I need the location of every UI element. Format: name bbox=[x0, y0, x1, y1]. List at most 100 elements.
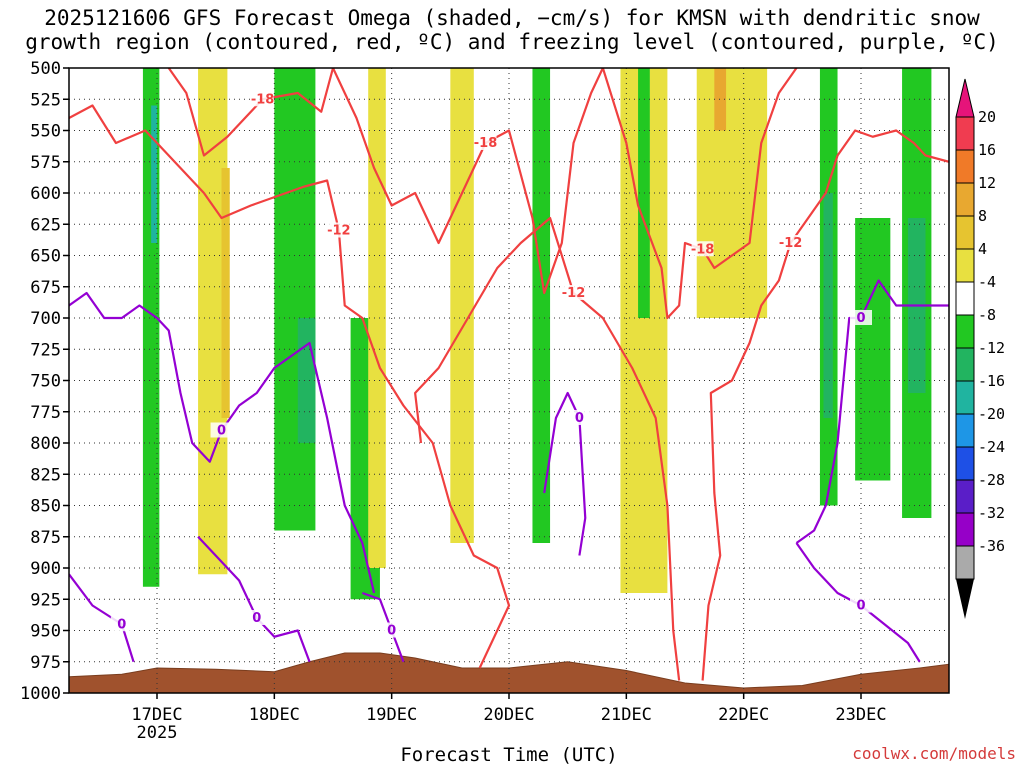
freezing-contour-label-bg-3 bbox=[380, 622, 403, 638]
omega-band-3 bbox=[221, 168, 230, 418]
colorbar-label-5: -4 bbox=[978, 273, 996, 291]
y-tick-label-975: 975 bbox=[30, 653, 61, 673]
freezing-contour-label-bg-0 bbox=[210, 422, 233, 438]
y-tick-label-525: 525 bbox=[30, 90, 61, 110]
dendritic-contour-label-3: -18 bbox=[691, 242, 715, 257]
colorbar-label-7: -12 bbox=[978, 339, 1005, 357]
omega-band-1 bbox=[151, 105, 157, 243]
y-tick-label-800: 800 bbox=[30, 434, 61, 454]
colorbar-segment-13 bbox=[955, 545, 975, 580]
chart-title-line1: 2025121606 GFS Forecast Omega (shaded, −… bbox=[44, 6, 980, 30]
y-tick-label-500: 500 bbox=[30, 59, 61, 79]
omega-band-7 bbox=[368, 68, 386, 568]
x-tick-label-23DEC: 23DEC bbox=[835, 705, 886, 725]
colorbar-segment-5 bbox=[955, 281, 975, 316]
credit-link[interactable]: coolwx.com/models bbox=[852, 744, 1016, 763]
colorbar-segment-3 bbox=[955, 215, 975, 250]
y-tick-label-925: 925 bbox=[30, 590, 61, 610]
dendritic-contour-4 bbox=[414, 216, 681, 681]
y-tick-label-825: 825 bbox=[30, 465, 61, 485]
colorbar-label-11: -28 bbox=[978, 471, 1005, 489]
colorbar-label-0: 20 bbox=[978, 108, 996, 126]
omega-band-16 bbox=[855, 218, 891, 481]
colorbar-segment-8 bbox=[955, 380, 975, 415]
y-tick-label-900: 900 bbox=[30, 559, 61, 579]
dendritic-contour-1 bbox=[167, 68, 335, 157]
dendritic-contour-label-bg-2 bbox=[474, 135, 497, 150]
freezing-contour-3 bbox=[361, 591, 405, 663]
colorbar-segment-0 bbox=[955, 116, 975, 151]
colorbar-top-arrow bbox=[955, 78, 975, 118]
y-tick-label-875: 875 bbox=[30, 528, 61, 548]
y-tick-label-575: 575 bbox=[30, 153, 61, 173]
dendritic-contour-label-bg-5 bbox=[779, 235, 802, 250]
freezing-contour-label-bg-5 bbox=[850, 310, 872, 325]
x-tick-label-20DEC: 20DEC bbox=[483, 705, 534, 725]
colorbar-label-1: 16 bbox=[978, 141, 996, 159]
x-tick-label-17DEC: 17DEC bbox=[131, 705, 182, 725]
colorbar-segment-2 bbox=[955, 182, 975, 217]
dendritic-contour-label-2: -18 bbox=[474, 136, 498, 151]
omega-band-9 bbox=[532, 68, 551, 543]
colorbar-segment-4 bbox=[955, 248, 975, 283]
colorbar-segment-1 bbox=[955, 149, 975, 184]
x-axis-label: Forecast Time (UTC) bbox=[400, 744, 618, 766]
freezing-contour-1 bbox=[69, 573, 135, 663]
colorbar-segment-12 bbox=[955, 512, 975, 547]
colorbar-bottom-arrow bbox=[956, 579, 974, 619]
freezing-contour-label-2: 0 bbox=[252, 611, 261, 626]
freezing-contour-label-3: 0 bbox=[387, 624, 396, 639]
freezing-contour-0 bbox=[69, 291, 376, 594]
freezing-contour-label-bg-6 bbox=[850, 597, 872, 613]
freezing-contour-label-bg-1 bbox=[110, 616, 133, 632]
omega-band-4 bbox=[274, 68, 316, 531]
x-tick-sublabel-17DEC: 2025 bbox=[137, 723, 178, 743]
freezing-contour-label-6: 0 bbox=[856, 599, 865, 614]
omega-band-13 bbox=[714, 68, 727, 131]
colorbar-label-10: -24 bbox=[978, 438, 1005, 456]
omega-band-5 bbox=[297, 318, 316, 443]
freezing-contour-label-1: 0 bbox=[117, 617, 126, 632]
freezing-contour-label-bg-4 bbox=[568, 410, 591, 425]
colorbar-label-9: -20 bbox=[978, 405, 1005, 423]
omega-band-12 bbox=[696, 68, 768, 318]
dendritic-contour-label-bg-0 bbox=[327, 222, 350, 238]
y-tick-label-650: 650 bbox=[30, 247, 61, 267]
chart-title-line2: growth region (contoured, red, ºC) and f… bbox=[25, 30, 999, 54]
x-tick-label-22DEC: 22DEC bbox=[718, 705, 769, 725]
y-tick-label-750: 750 bbox=[30, 372, 61, 392]
omega-band-11 bbox=[638, 68, 650, 318]
x-tick-label-19DEC: 19DEC bbox=[366, 705, 417, 725]
colorbar-segment-9 bbox=[955, 413, 975, 448]
dendritic-contour-label-5: -12 bbox=[779, 236, 803, 251]
freezing-contour-label-bg-2 bbox=[245, 610, 268, 625]
colorbar-segment-10 bbox=[955, 446, 975, 481]
colorbar-label-13: -36 bbox=[978, 537, 1005, 555]
dendritic-contour-label-4: -12 bbox=[562, 286, 586, 301]
freezing-contour-label-5: 0 bbox=[856, 311, 865, 326]
dendritic-contour-label-1: -18 bbox=[251, 92, 275, 107]
colorbar-label-4: 4 bbox=[978, 240, 987, 258]
y-tick-label-550: 550 bbox=[30, 122, 61, 142]
freezing-contour-label-4: 0 bbox=[575, 411, 584, 426]
colorbar-label-6: -8 bbox=[978, 306, 996, 324]
y-tick-label-600: 600 bbox=[30, 184, 61, 204]
y-tick-label-625: 625 bbox=[30, 215, 61, 235]
dendritic-contour-label-bg-3 bbox=[691, 241, 714, 257]
y-tick-label-950: 950 bbox=[30, 622, 61, 642]
colorbar-segment-7 bbox=[955, 347, 975, 382]
colorbar-segment-6 bbox=[955, 314, 975, 349]
dendritic-contour-label-bg-4 bbox=[562, 285, 585, 300]
colorbar-label-3: 8 bbox=[978, 207, 987, 225]
y-tick-label-700: 700 bbox=[30, 309, 61, 329]
colorbar-label-2: 12 bbox=[978, 174, 996, 192]
colorbar-label-8: -16 bbox=[978, 372, 1005, 390]
freezing-contour-4 bbox=[543, 391, 587, 556]
y-tick-label-775: 775 bbox=[30, 403, 61, 423]
dendritic-contour-label-0: -12 bbox=[327, 224, 351, 239]
dendritic-contour-0 bbox=[69, 104, 511, 669]
y-tick-label-850: 850 bbox=[30, 497, 61, 517]
y-tick-label-725: 725 bbox=[30, 340, 61, 360]
x-tick-label-18DEC: 18DEC bbox=[249, 705, 300, 725]
